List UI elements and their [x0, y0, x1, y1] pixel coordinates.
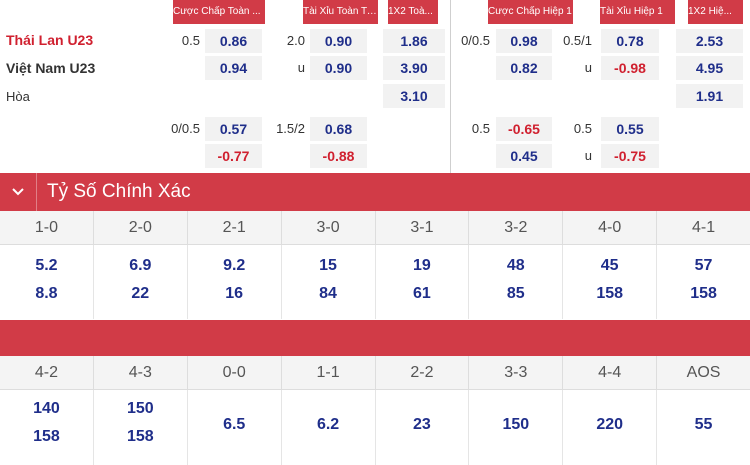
header-ft-handicap: Cược Chấp Toàn ...	[173, 0, 265, 24]
odds-cell[interactable]: -0.65	[496, 117, 552, 141]
column-divider	[450, 0, 451, 173]
ft-handicap-line: 0.5	[181, 33, 200, 48]
section-title: Tỷ Số Chính Xác	[47, 181, 191, 202]
score-label: 3-0	[282, 211, 376, 244]
score-label: 2-0	[94, 211, 188, 244]
score-label: 4-2	[0, 356, 94, 389]
score-label: 2-2	[376, 356, 470, 389]
odds-cell[interactable]: 0.78	[601, 29, 659, 53]
score-label: 1-1	[282, 356, 376, 389]
score-odds-cell[interactable]: 9.2 16	[188, 245, 282, 319]
score-label: 0-0	[188, 356, 282, 389]
score-odds-row: 5.2 8.8 6.9 22 9.2 16 15 84 19 61 48 85 45 158 …	[0, 245, 750, 319]
exact-score-header[interactable]: Tỷ Số Chính Xác	[0, 173, 750, 211]
odds-cell[interactable]: -0.77	[205, 144, 262, 168]
odds-cell[interactable]: 0.45	[496, 144, 552, 168]
score-odds-cell[interactable]: 6.2	[282, 390, 376, 465]
ht-ou-line: 0.5/1	[563, 33, 592, 48]
odds-cell[interactable]: 3.90	[383, 56, 445, 80]
odds-cell[interactable]: 1.86	[383, 29, 445, 53]
score-label: 3-1	[376, 211, 470, 244]
score-odds-cell[interactable]: 48 85	[469, 245, 564, 319]
header-ft-ou: Tài Xỉu Toàn Trận	[303, 0, 378, 24]
under-label: u	[584, 148, 592, 163]
score-label: AOS	[686, 364, 721, 381]
score-header-row: 4-2 4-3 0-0 1-1 2-2 3-3 4-4 AOS	[0, 356, 750, 390]
odds-cell[interactable]: 0.94	[205, 56, 262, 80]
ht-handicap-line: 0/0.5	[461, 33, 490, 48]
score-label: 4-3	[94, 356, 188, 389]
odds-cell[interactable]: 0.86	[205, 29, 262, 53]
ft-ou-line: 2.0	[286, 33, 305, 48]
score-odds-cell[interactable]: 150 158	[94, 390, 188, 465]
ht-handicap-line: 0.5	[471, 121, 490, 136]
score-odds-cell[interactable]: 140 158	[0, 390, 94, 465]
odds-cell[interactable]: -0.75	[601, 144, 659, 168]
under-label: u	[297, 60, 305, 75]
score-label: 3-2	[469, 211, 564, 244]
exact-score-grid-1: 1-0 2-0 2-1 3-0 3-1 3-2 4-0 4-1 5.2 8.8 6…	[0, 211, 750, 319]
odds-cell[interactable]: 2.53	[676, 29, 743, 53]
score-odds-cell[interactable]: 5.2 8.8	[0, 245, 94, 319]
score-odds-cell[interactable]: 220	[563, 390, 658, 465]
score-odds-cell[interactable]: 23	[376, 390, 470, 465]
score-odds-cell[interactable]: 57 158	[690, 257, 717, 302]
score-label: 3-3	[469, 356, 564, 389]
section-separator	[0, 320, 750, 356]
odds-cell[interactable]: -0.98	[601, 56, 659, 80]
home-team-name: Thái Lan U23	[6, 32, 94, 48]
score-odds-cell[interactable]: 150	[469, 390, 564, 465]
odds-cell[interactable]: 0.90	[310, 29, 367, 53]
score-header-row: 1-0 2-0 2-1 3-0 3-1 3-2 4-0 4-1	[0, 211, 750, 245]
score-odds-cell[interactable]: 6.5	[188, 390, 282, 465]
odds-cell[interactable]: 0.82	[496, 56, 552, 80]
score-label: 1-0	[0, 211, 94, 244]
score-odds-cell[interactable]: 19 61	[376, 245, 470, 319]
odds-cell[interactable]: -0.88	[310, 144, 367, 168]
odds-cell[interactable]: 4.95	[676, 56, 743, 80]
ht-ou-line: 0.5	[573, 121, 592, 136]
exact-score-grid-2: 4-2 4-3 0-0 1-1 2-2 3-3 4-4 AOS 140 158 1…	[0, 356, 750, 465]
score-odds-cell[interactable]: 6.9 22	[94, 245, 188, 319]
under-label: u	[584, 60, 592, 75]
odds-cell[interactable]: 0.90	[310, 56, 367, 80]
score-odds-cell[interactable]: 15 84	[282, 245, 376, 319]
score-label: 2-1	[188, 211, 282, 244]
draw-label: Hòa	[6, 89, 30, 104]
odds-cell[interactable]: 0.55	[601, 117, 659, 141]
away-team-name: Việt Nam U23	[6, 60, 96, 76]
score-odds-cell[interactable]: 45 158	[563, 245, 658, 319]
score-label: 4-0	[563, 211, 658, 244]
header-ft-1x2: 1X2 Toà...	[388, 0, 438, 24]
odds-cell[interactable]: 0.98	[496, 29, 552, 53]
header-ht-1x2: 1X2 Hiệ...	[688, 0, 743, 24]
odds-table: Cược Chấp Toàn ... Tài Xỉu Toàn Trận 1X2…	[0, 0, 750, 173]
score-label: 4-4	[563, 356, 658, 389]
odds-cell[interactable]: 1.91	[676, 84, 743, 108]
header-ht-ou: Tài Xỉu Hiệp 1	[600, 0, 675, 24]
odds-cell[interactable]: 0.68	[310, 117, 367, 141]
ft-handicap-line: 0/0.5	[171, 121, 200, 136]
chevron-down-icon[interactable]	[10, 183, 26, 199]
ft-ou-line: 1.5/2	[276, 121, 305, 136]
score-odds-cell[interactable]: 55	[694, 416, 713, 433]
header-ht-handicap: Cược Chấp Hiệp 1	[488, 0, 573, 24]
score-label: 4-1	[692, 219, 716, 236]
odds-cell[interactable]: 0.57	[205, 117, 262, 141]
odds-cell[interactable]: 3.10	[383, 84, 445, 108]
score-odds-row: 140 158 150 158 6.5 6.2 23 150 220 55	[0, 390, 750, 465]
